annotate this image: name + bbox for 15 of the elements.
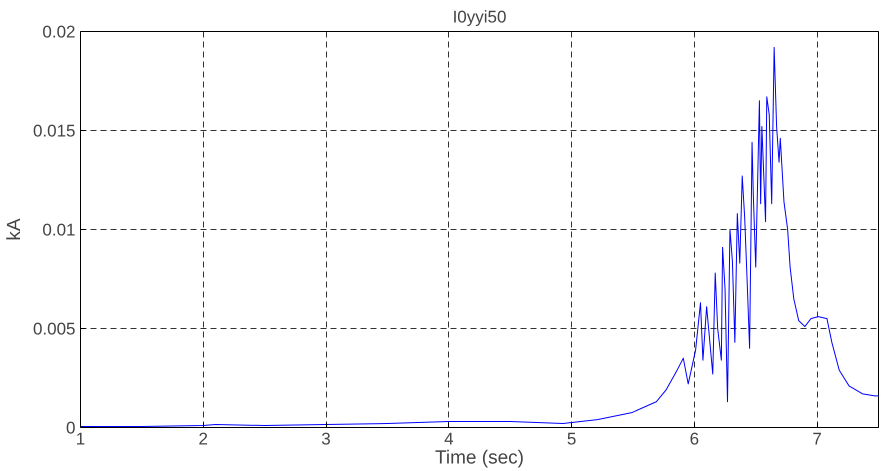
x-tick-label: 7 bbox=[812, 430, 822, 448]
y-tick-label: 0.01 bbox=[42, 220, 76, 240]
x-tick-label: 2 bbox=[198, 430, 208, 448]
x-axis-title: Time (sec) bbox=[434, 448, 524, 468]
y-tick-label: 0.02 bbox=[42, 22, 76, 42]
y-axis-title: kA bbox=[4, 218, 25, 241]
chart-title: I0yyi50 bbox=[452, 8, 506, 26]
y-tick-label: 0.005 bbox=[32, 320, 76, 338]
x-tick-label: 5 bbox=[566, 430, 576, 448]
x-tick-label: 3 bbox=[321, 430, 331, 448]
y-tick-label: 0 bbox=[66, 418, 76, 438]
y-tick-label: 0.015 bbox=[32, 122, 76, 140]
x-tick-label: 4 bbox=[444, 430, 454, 448]
x-tick-label: 1 bbox=[76, 430, 86, 448]
x-tick-label: 6 bbox=[690, 430, 700, 448]
